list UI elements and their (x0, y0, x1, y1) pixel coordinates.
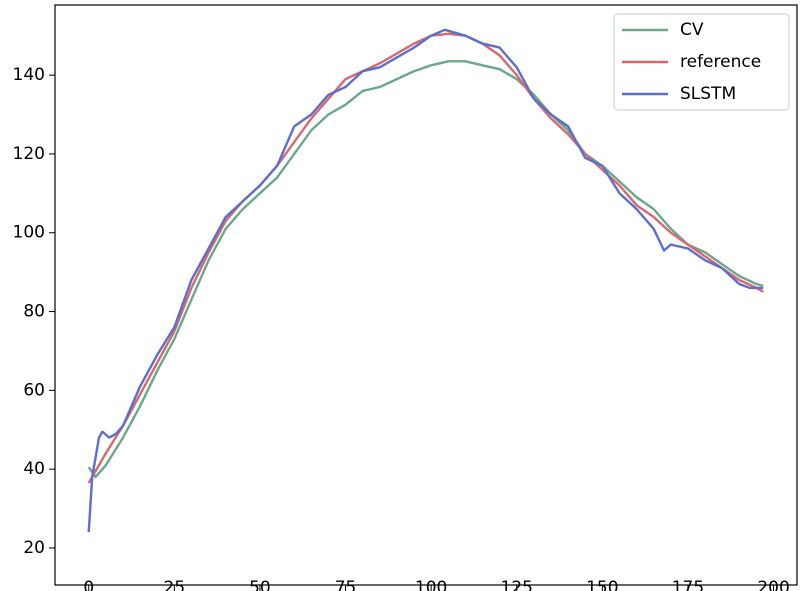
legend-label: SLSTM (680, 84, 736, 104)
series-line (87, 60, 764, 479)
y-tick-label: 80 (23, 302, 45, 322)
y-tick-label: 140 (13, 65, 45, 85)
series-line (87, 28, 764, 533)
x-tick-label: 125 (501, 578, 533, 591)
y-tick-label: 120 (13, 144, 45, 164)
legend-box (613, 13, 790, 111)
x-tick-label: 100 (415, 578, 447, 591)
y-tick-label: 40 (23, 459, 45, 479)
y-tick-label: 100 (13, 223, 45, 243)
plot-frame (54, 4, 798, 586)
x-tick-label: 75 (335, 578, 357, 591)
x-tick-label: 175 (672, 578, 704, 591)
legend-label: CV (680, 20, 704, 40)
x-tick-label: 150 (586, 578, 618, 591)
x-tick-label: 0 (83, 578, 94, 591)
y-tick-label: 60 (23, 380, 45, 400)
x-tick-label: 25 (164, 578, 186, 591)
legend-label: reference (680, 52, 761, 72)
x-tick-label: 200 (757, 578, 789, 591)
x-tick-label: 50 (249, 578, 271, 591)
y-tick-label: 20 (23, 538, 45, 558)
